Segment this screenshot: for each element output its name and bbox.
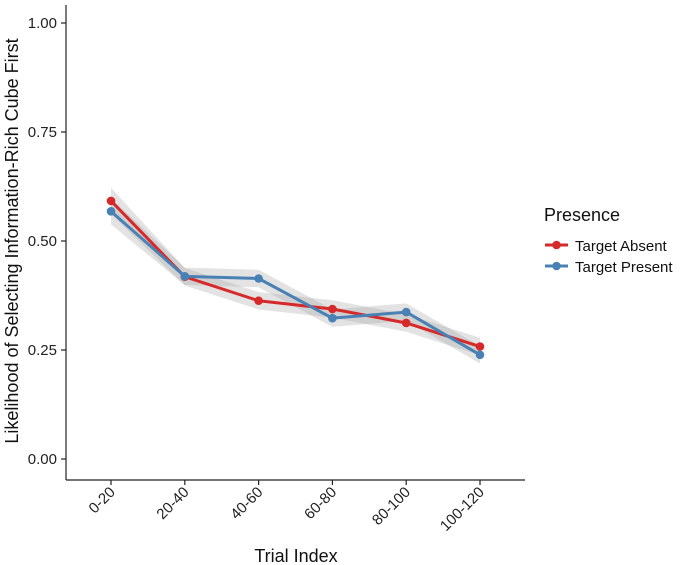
- data-point-target-absent: [106, 196, 116, 206]
- y-tick-label: 0.25: [28, 342, 57, 359]
- data-point-target-absent: [254, 296, 263, 306]
- y-tick-label: 0.50: [28, 233, 57, 250]
- legend-swatch-point-target-absent: [552, 240, 561, 250]
- data-point-target-absent: [475, 342, 485, 351]
- legend-swatch-point-target-present: [552, 261, 561, 271]
- y-tick-label: 1.00: [28, 15, 57, 32]
- x-tick-label: 0-20: [86, 484, 119, 517]
- x-tick-label: 100-120: [437, 484, 488, 535]
- x-tick-label: 20-40: [153, 484, 192, 523]
- data-point-target-present: [106, 207, 116, 216]
- x-axis-title: Trial Index: [254, 546, 337, 565]
- legend-item-target-absent: Target Absent: [545, 238, 668, 255]
- x-axis: 0-20 20-40 40-60 60-80 80-100 100-120: [66, 479, 525, 535]
- x-tick-label: 60-80: [301, 484, 340, 523]
- series-points: [106, 196, 485, 360]
- data-point-target-absent: [328, 304, 337, 314]
- series-lines: [109, 199, 482, 357]
- data-point-target-present: [401, 307, 411, 317]
- ci-bands: [111, 187, 480, 364]
- data-point-target-present: [475, 350, 485, 360]
- data-point-target-present: [254, 274, 263, 283]
- legend: Presence Target Absent Target Present: [544, 205, 673, 276]
- legend-item-target-present: Target Present: [545, 259, 673, 276]
- y-tick-label: 0.00: [28, 451, 57, 468]
- legend-title: Presence: [544, 205, 620, 225]
- x-tick-label: 80-100: [369, 484, 414, 529]
- legend-label-target-absent: Target Absent: [575, 238, 668, 255]
- data-point-target-present: [328, 313, 337, 323]
- y-axis-title: Likelihood of Selecting Information-Rich…: [2, 38, 22, 443]
- y-axis: 0.00 0.25 0.50 0.75 1.00: [28, 5, 67, 480]
- series-line-target-present: [109, 209, 482, 357]
- data-point-target-absent: [401, 318, 411, 328]
- y-tick-label: 0.75: [28, 124, 57, 141]
- data-point-target-present: [180, 272, 190, 281]
- ci-band-target-present: [111, 198, 480, 364]
- x-tick-label: 40-60: [227, 484, 266, 523]
- legend-label-target-present: Target Present: [575, 259, 673, 276]
